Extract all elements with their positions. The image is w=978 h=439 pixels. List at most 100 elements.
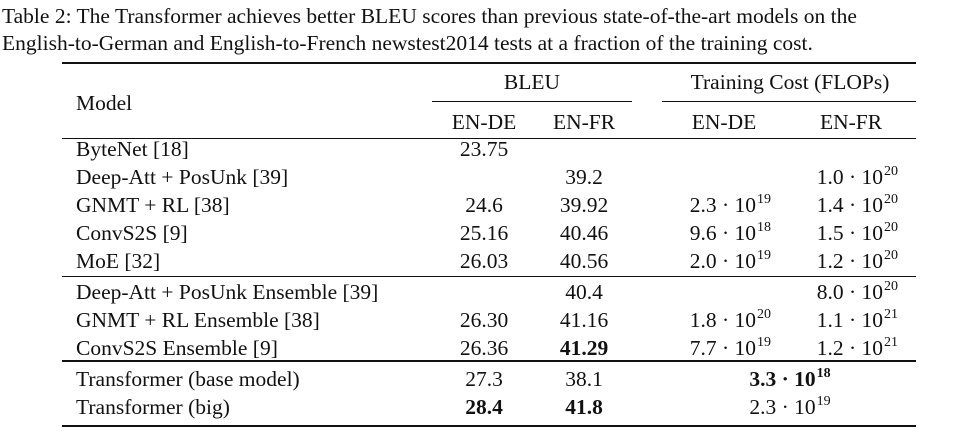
row-bleu-en-fr: 41.8 xyxy=(565,395,603,419)
row-model-name: Deep-Att + PosUnk Ensemble [39] xyxy=(76,280,379,304)
row-training-cost: 2.3 · 1019 xyxy=(749,393,830,425)
row-cost-en-de-mantissa: 2.3 xyxy=(689,193,717,217)
row-cost-en-fr-times: · 10 xyxy=(843,165,883,189)
row-model-name: GNMT + RL [38] xyxy=(76,193,230,217)
row-cost-en-de-times: · 10 xyxy=(716,193,756,217)
row-bleu-en-fr: 40.56 xyxy=(559,249,609,273)
row-training-cost-exponent: 19 xyxy=(816,394,831,409)
row-bleu-en-de: 26.36 xyxy=(459,336,509,360)
header-cost-en-de: EN-DE xyxy=(691,110,757,134)
caption-line-2: English-to-German and English-to-French … xyxy=(2,31,813,55)
row-cost-en-fr-times: · 10 xyxy=(843,280,883,304)
row-cost-en-fr-mantissa: 1.1 xyxy=(816,308,844,332)
row-cost-en-de-mantissa: 7.7 xyxy=(689,336,717,360)
row-model-name: ConvS2S [9] xyxy=(76,221,188,245)
header-training-cost: Training Cost (FLOPs) xyxy=(690,70,890,94)
row-cost-en-fr-exponent: 20 xyxy=(884,192,898,207)
row-cost-en-fr: 1.2 · 1021 xyxy=(817,334,898,366)
row-cost-en-fr-times: · 10 xyxy=(843,308,883,332)
top-rule xyxy=(62,62,916,64)
row-training-cost-times: · 10 xyxy=(776,395,816,419)
group-rule xyxy=(62,276,916,277)
row-model-name: ConvS2S Ensemble [9] xyxy=(76,336,278,360)
row-cost-en-fr-times: · 10 xyxy=(843,336,883,360)
row-cost-en-fr-exponent: 20 xyxy=(884,248,898,263)
row-cost-en-de: 7.7 · 1019 xyxy=(690,334,771,366)
row-cost-en-fr-mantissa: 1.0 xyxy=(816,165,844,189)
table-caption: Table 2: The Transformer achieves better… xyxy=(2,3,977,57)
row-cost-en-fr-mantissa: 1.2 xyxy=(816,249,844,273)
row-bleu-en-fr: 41.29 xyxy=(559,336,609,360)
row-training-cost-exponent: 18 xyxy=(816,366,831,381)
row-cost-en-fr-times: · 10 xyxy=(843,249,883,273)
row-model-name: ByteNet [18] xyxy=(76,137,189,161)
row-bleu-en-de: 28.4 xyxy=(465,395,503,419)
row-bleu-en-fr: 40.46 xyxy=(559,221,609,245)
row-model-name: Transformer (big) xyxy=(76,395,230,419)
row-training-cost-mantissa: 3.3 xyxy=(749,367,777,391)
row-cost-en-fr-exponent: 20 xyxy=(884,279,898,294)
row-cost-en-de-mantissa: 2.0 xyxy=(689,249,717,273)
row-bleu-en-fr: 41.16 xyxy=(559,308,609,332)
row-cost-en-de: 2.0 · 1019 xyxy=(690,247,771,279)
row-cost-en-fr-exponent: 20 xyxy=(884,164,898,179)
row-bleu-en-fr: 39.92 xyxy=(559,193,609,217)
row-cost-en-fr: 1.2 · 1020 xyxy=(817,247,898,279)
row-bleu-en-fr: 39.2 xyxy=(565,165,603,189)
row-cost-en-fr-mantissa: 8.0 xyxy=(816,280,844,304)
row-bleu-en-fr: 40.4 xyxy=(565,280,603,304)
row-model-name: Deep-Att + PosUnk [39] xyxy=(76,165,289,189)
bottom-rule xyxy=(62,425,916,427)
row-bleu-en-fr: 38.1 xyxy=(565,367,603,391)
caption-line-1: Table 2: The Transformer achieves better… xyxy=(2,4,857,28)
row-bleu-en-de: 26.03 xyxy=(459,249,509,273)
header-bleu-en-de: EN-DE xyxy=(451,110,517,134)
row-cost-en-de-times: · 10 xyxy=(716,249,756,273)
row-cost-en-fr-exponent: 21 xyxy=(884,335,898,350)
transformer-rule xyxy=(62,360,916,362)
row-cost-en-fr-times: · 10 xyxy=(843,193,883,217)
row-bleu-en-de: 27.3 xyxy=(465,367,503,391)
row-training-cost: 3.3 · 1018 xyxy=(749,365,830,397)
header-rule xyxy=(62,138,916,139)
header-bleu: BLEU xyxy=(503,70,561,94)
row-model-name: Transformer (base model) xyxy=(76,367,300,391)
row-cost-en-de-mantissa: 1.8 xyxy=(689,308,717,332)
row-cost-en-de-exponent: 18 xyxy=(757,220,771,235)
row-cost-en-fr: 1.4 · 1020 xyxy=(817,191,898,223)
row-bleu-en-de: 25.16 xyxy=(459,221,509,245)
row-cost-en-de: 1.8 · 1020 xyxy=(690,306,771,338)
row-cost-en-de-exponent: 20 xyxy=(757,307,771,322)
row-cost-en-de: 9.6 · 1018 xyxy=(690,219,771,251)
row-cost-en-fr-exponent: 21 xyxy=(884,307,898,322)
row-model-name: GNMT + RL Ensemble [38] xyxy=(76,308,320,332)
row-training-cost-mantissa: 2.3 xyxy=(749,395,777,419)
row-cost-en-fr-exponent: 20 xyxy=(884,220,898,235)
row-cost-en-fr: 8.0 · 1020 xyxy=(817,278,898,310)
row-cost-en-de-mantissa: 9.6 xyxy=(689,221,717,245)
row-cost-en-de-times: · 10 xyxy=(716,308,756,332)
row-cost-en-de: 2.3 · 1019 xyxy=(690,191,771,223)
row-cost-en-de-exponent: 19 xyxy=(757,248,771,263)
row-bleu-en-de: 23.75 xyxy=(459,137,509,161)
row-cost-en-fr-mantissa: 1.2 xyxy=(816,336,844,360)
row-bleu-en-de: 24.6 xyxy=(465,193,503,217)
row-cost-en-fr: 1.1 · 1021 xyxy=(817,306,898,338)
bleu-group-rule xyxy=(432,101,632,102)
row-training-cost-times: · 10 xyxy=(776,367,816,391)
row-bleu-en-de: 26.30 xyxy=(459,308,509,332)
row-cost-en-de-times: · 10 xyxy=(716,336,756,360)
row-cost-en-fr-mantissa: 1.5 xyxy=(816,221,844,245)
header-cost-en-fr: EN-FR xyxy=(819,110,883,134)
row-cost-en-fr-times: · 10 xyxy=(843,221,883,245)
row-cost-en-de-exponent: 19 xyxy=(757,335,771,350)
row-cost-en-de-exponent: 19 xyxy=(757,192,771,207)
row-cost-en-fr-mantissa: 1.4 xyxy=(816,193,844,217)
row-cost-en-de-times: · 10 xyxy=(716,221,756,245)
header-model: Model xyxy=(76,91,133,115)
row-model-name: MoE [32] xyxy=(76,249,161,273)
row-cost-en-fr: 1.0 · 1020 xyxy=(817,163,898,195)
row-cost-en-fr: 1.5 · 1020 xyxy=(817,219,898,251)
cost-group-rule xyxy=(662,101,916,102)
header-bleu-en-fr: EN-FR xyxy=(552,110,616,134)
